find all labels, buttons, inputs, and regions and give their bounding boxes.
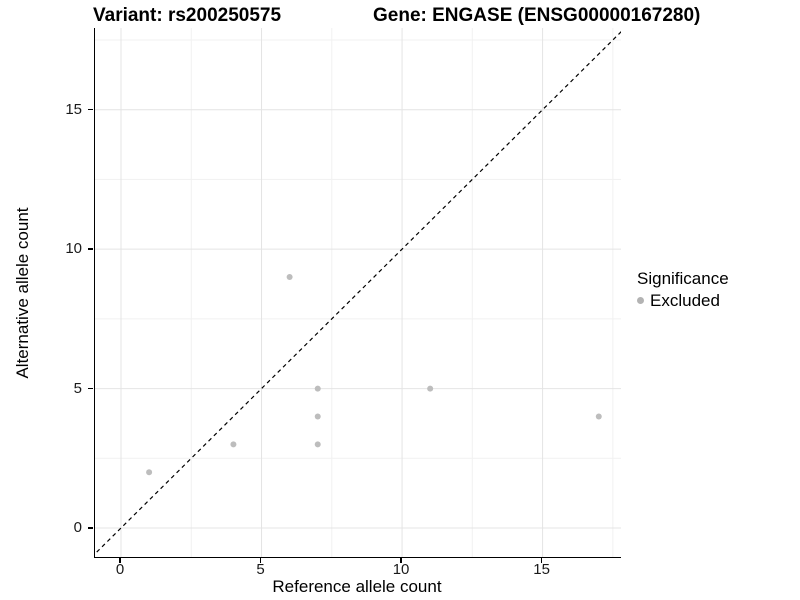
x-tick-mark xyxy=(259,558,262,563)
data-point xyxy=(427,385,434,392)
x-axis-title: Reference allele count xyxy=(272,577,442,596)
legend: Significance Excluded xyxy=(637,269,729,310)
data-point xyxy=(595,413,602,420)
data-point xyxy=(146,469,153,476)
data-point xyxy=(314,441,321,448)
data-point xyxy=(286,274,293,281)
x-tick-label: 5 xyxy=(256,561,265,578)
y-tick-mark xyxy=(88,387,93,390)
gene-title: Gene: ENGASE (ENSG00000167280) xyxy=(373,5,701,26)
x-tick-mark xyxy=(400,558,402,563)
y-tick-label: 10 xyxy=(65,240,82,258)
identity-line xyxy=(95,31,621,555)
plot-panel xyxy=(94,28,621,558)
x-tick-label: 10 xyxy=(392,561,410,578)
y-tick-mark xyxy=(88,527,93,529)
legend-item-label: Excluded xyxy=(650,291,720,310)
y-tick-label: 0 xyxy=(73,518,82,536)
x-tick-mark xyxy=(540,558,543,563)
variant-title: Variant: rs200250575 xyxy=(93,5,282,26)
data-point xyxy=(230,441,237,448)
excluded-point-icon xyxy=(637,297,644,304)
data-point xyxy=(314,413,321,420)
data-point xyxy=(314,385,321,392)
x-tick-mark xyxy=(119,558,121,563)
x-tick-label: 0 xyxy=(115,561,125,578)
plot-canvas xyxy=(95,28,621,557)
y-axis-title: Alternative allele count xyxy=(13,207,32,379)
legend-item-excluded: Excluded xyxy=(637,291,729,310)
y-tick-mark xyxy=(88,108,93,111)
legend-title: Significance xyxy=(637,269,729,288)
x-tick-label: 15 xyxy=(533,561,550,578)
y-tick-mark xyxy=(88,248,93,250)
y-tick-label: 5 xyxy=(73,379,82,397)
y-tick-label: 15 xyxy=(65,100,82,118)
